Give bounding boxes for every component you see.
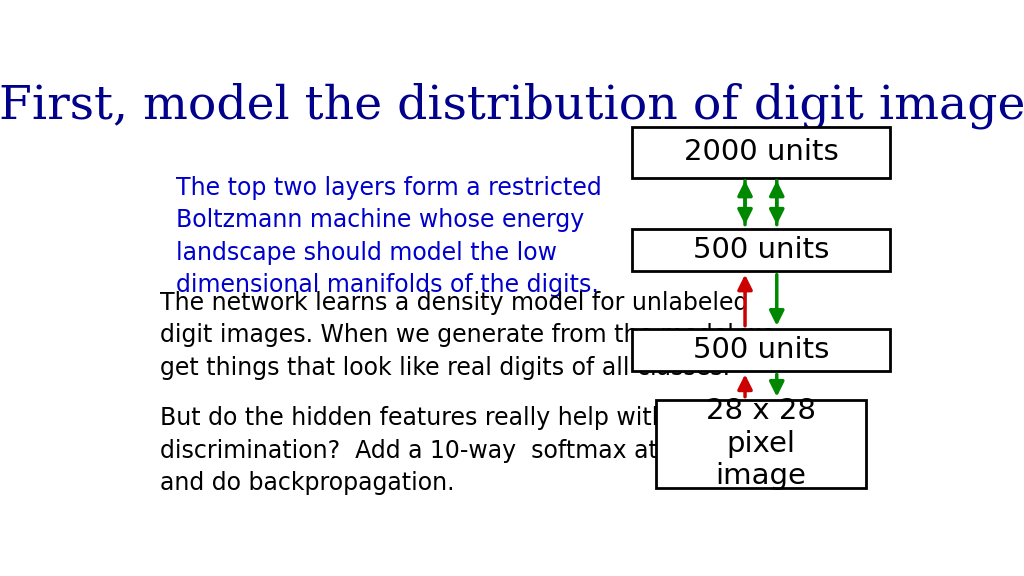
Text: 28 x 28
pixel
image: 28 x 28 pixel image — [706, 397, 816, 490]
FancyBboxPatch shape — [632, 127, 890, 178]
FancyBboxPatch shape — [632, 229, 890, 271]
Text: 500 units: 500 units — [692, 336, 829, 363]
Text: 500 units: 500 units — [692, 236, 829, 264]
Text: But do the hidden features really help with digit
discrimination?  Add a 10-way : But do the hidden features really help w… — [160, 406, 751, 495]
Text: 2000 units: 2000 units — [684, 138, 839, 166]
FancyBboxPatch shape — [632, 328, 890, 371]
FancyBboxPatch shape — [655, 400, 866, 488]
Text: The network learns a density model for unlabeled
digit images. When we generate : The network learns a density model for u… — [160, 291, 775, 380]
Text: First, model the distribution of digit images: First, model the distribution of digit i… — [0, 82, 1024, 129]
Text: The top two layers form a restricted
Boltzmann machine whose energy
landscape sh: The top two layers form a restricted Bol… — [176, 176, 601, 297]
